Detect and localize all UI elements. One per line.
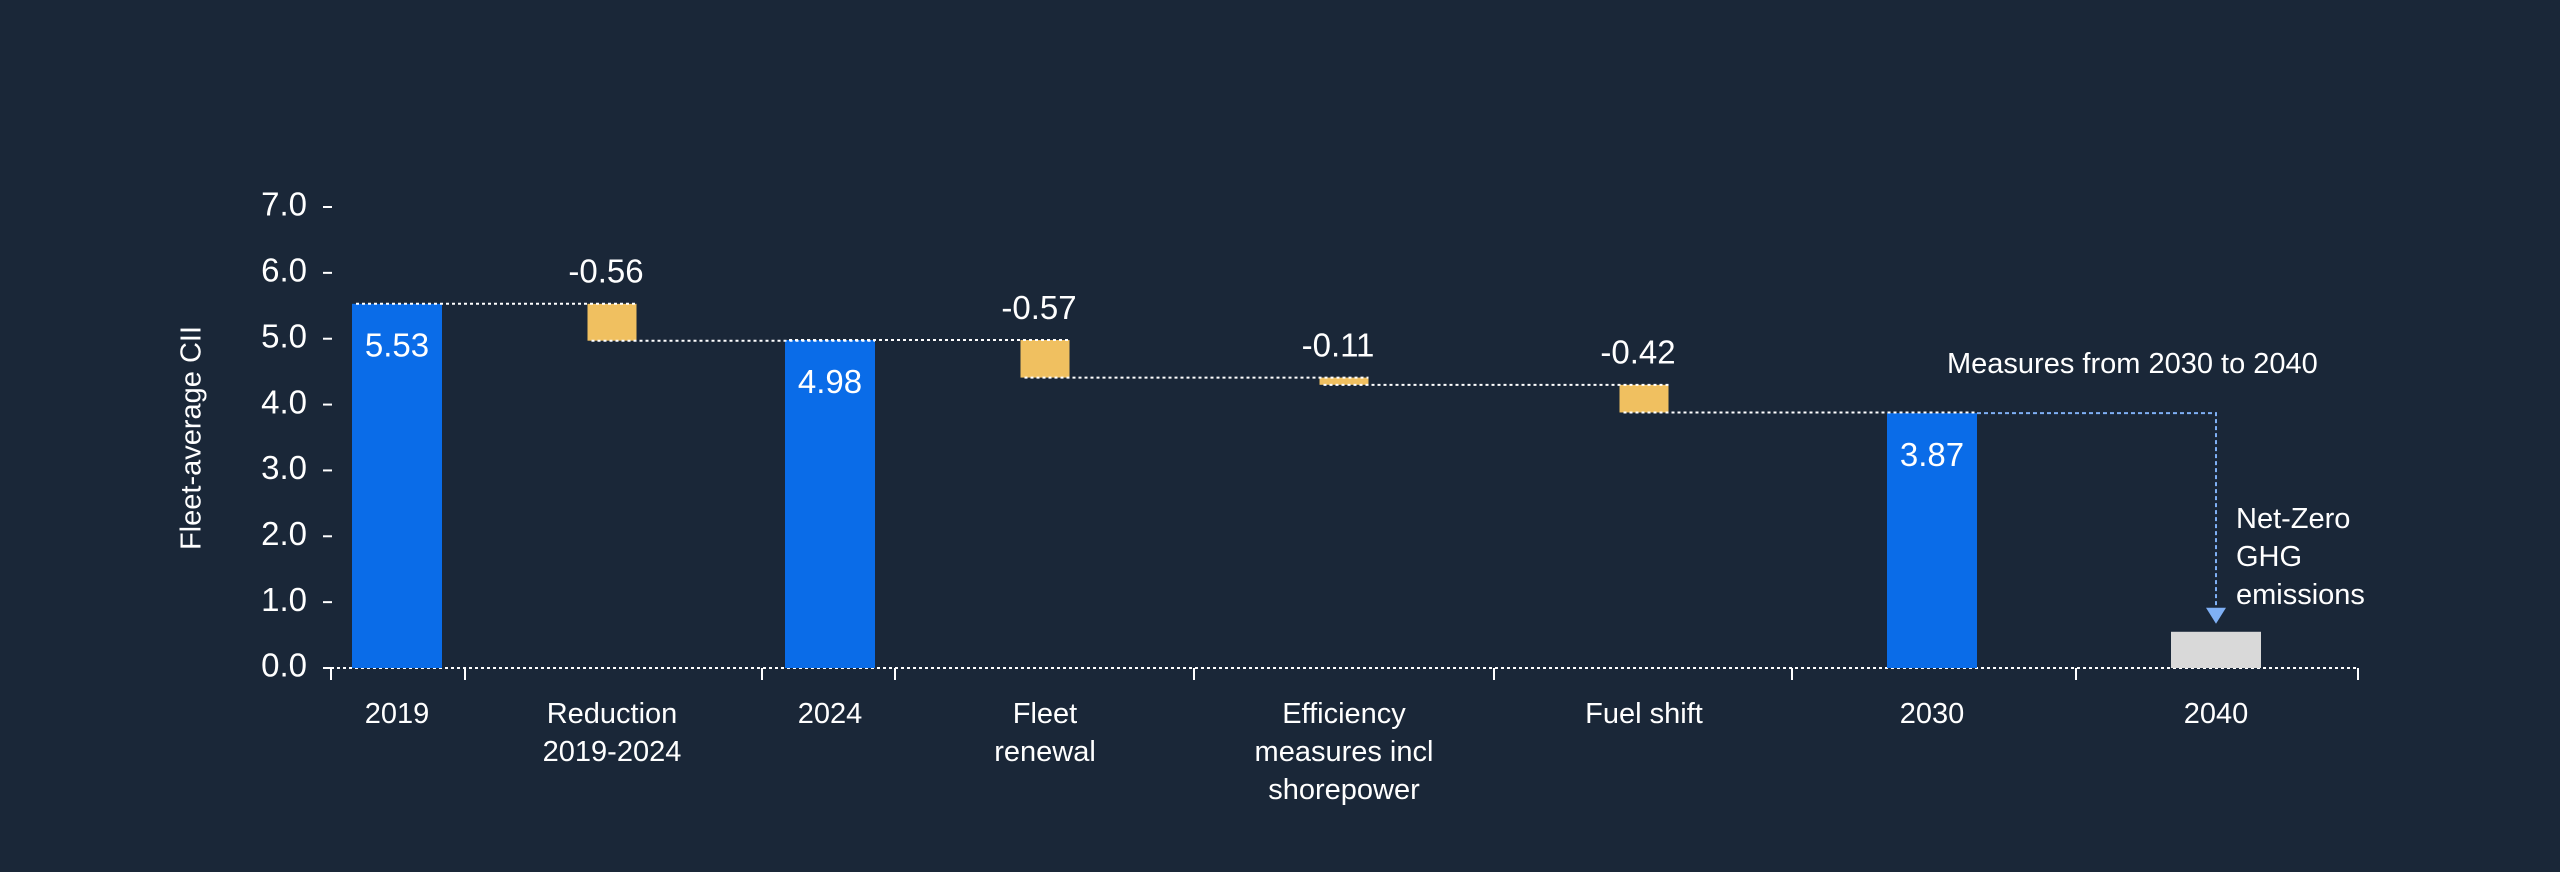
y-tick-label: 3.0 (261, 449, 307, 486)
value-label: 4.98 (798, 363, 862, 400)
bar (587, 303, 637, 341)
x-tick-label: 2040 (2183, 698, 2249, 730)
y-tick-label: 6.0 (261, 252, 307, 289)
value-label: -0.11 (1302, 326, 1375, 363)
y-axis-label: Fleet-average CII (176, 326, 208, 550)
bar (785, 340, 875, 668)
y-tick-label: 1.0 (261, 581, 307, 618)
value-label: 3.87 (1900, 436, 1964, 473)
bar (1619, 384, 1669, 413)
annotation-arrowhead (2206, 607, 2226, 624)
bar (2171, 631, 2261, 668)
bar (352, 303, 442, 668)
x-tick-label: Fleet renewal (994, 698, 1096, 768)
y-tick-label: 2.0 (261, 515, 307, 552)
x-tick-label: 2030 (1899, 698, 1965, 730)
value-label: 5.53 (365, 327, 429, 364)
bar (1319, 377, 1369, 385)
annotation-arrow-line (1977, 412, 2217, 610)
y-tick-label: 0.0 (261, 647, 307, 684)
annotation: Net-Zero GHG emissions (2236, 503, 2365, 611)
value-label: -0.42 (1600, 334, 1675, 371)
x-tick-label: Fuel shift (1585, 698, 1703, 730)
x-tick-label: 2024 (797, 698, 863, 730)
y-tick-label: 5.0 (261, 317, 307, 354)
x-tick-label: 2019 (364, 698, 430, 730)
y-tick-label: 4.0 (261, 383, 307, 420)
x-tick-label: Reduction 2019-2024 (542, 698, 682, 768)
bar (1887, 413, 1977, 668)
x-tick-label: Efficiency measures incl shorepower (1254, 698, 1434, 806)
y-tick-label: 7.0 (261, 186, 307, 223)
annotation: Measures from 2030 to 2040 (1947, 348, 2318, 380)
value-label: -0.56 (568, 253, 643, 290)
bar (1020, 340, 1070, 378)
value-label: -0.57 (1001, 289, 1076, 326)
